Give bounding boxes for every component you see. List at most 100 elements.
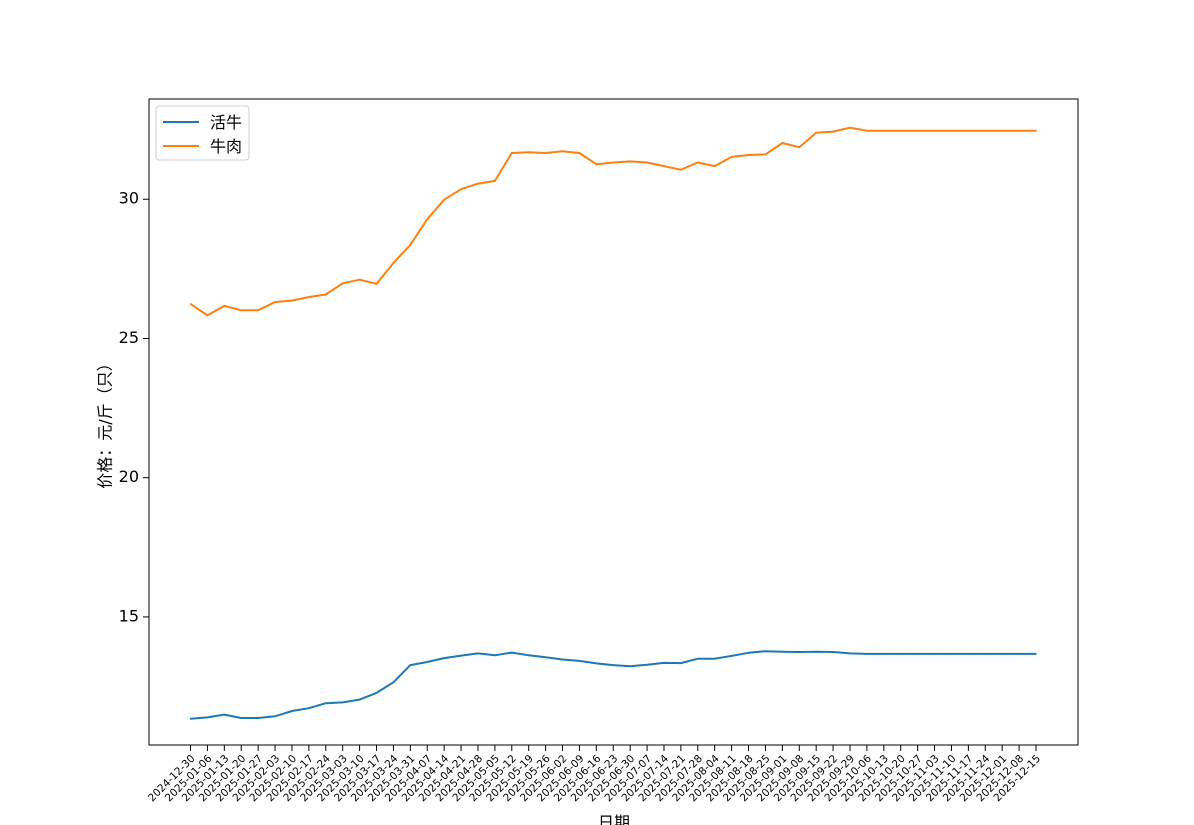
data-point-0-37 (815, 650, 817, 653)
x-axis-label: 日期 (598, 813, 630, 825)
data-point-0-42 (899, 653, 902, 655)
data-point-0-36 (798, 651, 801, 653)
data-point-1-34 (764, 153, 767, 156)
data-point-0-27 (646, 664, 648, 666)
y-tick-label: 30 (119, 189, 139, 208)
data-point-1-38 (832, 130, 834, 133)
data-point-0-38 (832, 651, 834, 653)
data-point-0-3 (240, 717, 242, 719)
legend: 活牛 牛肉 (155, 105, 250, 161)
data-point-1-33 (747, 154, 750, 156)
data-point-1-28 (663, 165, 665, 167)
data-point-1-5 (274, 301, 276, 303)
data-point-0-30 (697, 657, 699, 660)
y-tick-label: 20 (119, 467, 139, 486)
data-point-1-37 (815, 131, 817, 134)
data-point-1-25 (612, 161, 615, 164)
data-point-0-44 (933, 653, 936, 655)
data-point-0-5 (274, 715, 276, 718)
data-point-1-18 (494, 180, 496, 182)
data-point-1-1 (206, 314, 209, 317)
data-point-0-26 (629, 665, 631, 667)
data-point-0-15 (443, 657, 445, 659)
data-point-1-12 (392, 262, 395, 264)
data-point-1-35 (781, 142, 784, 144)
data-point-1-48 (1001, 129, 1003, 132)
data-point-0-41 (883, 653, 885, 655)
data-point-0-25 (612, 664, 615, 666)
data-point-0-0 (189, 718, 192, 720)
data-point-1-19 (511, 152, 513, 154)
data-point-1-44 (933, 129, 936, 132)
data-point-1-50 (1035, 129, 1037, 132)
plot-background (149, 99, 1078, 745)
data-point-0-24 (595, 662, 598, 665)
data-point-0-43 (916, 653, 919, 655)
data-point-0-18 (494, 654, 496, 657)
data-point-0-7 (308, 707, 310, 709)
data-point-1-11 (375, 283, 378, 285)
data-point-1-36 (798, 146, 801, 148)
data-point-1-23 (578, 152, 581, 154)
data-point-0-21 (544, 656, 547, 659)
data-point-0-1 (206, 716, 209, 719)
data-point-1-49 (1018, 129, 1020, 132)
data-point-0-9 (341, 701, 344, 704)
data-point-0-50 (1035, 653, 1037, 655)
data-point-1-20 (527, 151, 530, 153)
data-point-0-22 (561, 658, 564, 661)
data-point-0-33 (747, 652, 750, 654)
data-point-1-42 (899, 129, 902, 132)
y-axis-ticks: 15 20 25 30 (119, 189, 149, 625)
plot-frame (148, 98, 1079, 746)
data-point-1-39 (849, 126, 851, 129)
data-point-1-30 (697, 161, 699, 164)
data-point-0-28 (663, 662, 665, 664)
y-tick-label: 15 (119, 606, 139, 625)
data-point-1-27 (646, 161, 648, 164)
data-point-0-32 (730, 655, 733, 657)
data-point-1-4 (257, 309, 259, 312)
data-point-1-2 (223, 305, 226, 307)
data-point-1-46 (967, 129, 970, 132)
data-point-1-15 (443, 199, 445, 201)
data-point-0-16 (460, 654, 462, 657)
data-point-1-45 (950, 129, 953, 132)
data-point-1-8 (325, 293, 327, 296)
data-point-1-3 (240, 309, 242, 312)
data-point-1-6 (291, 299, 293, 302)
data-point-0-10 (358, 698, 361, 701)
data-point-1-0 (189, 303, 192, 305)
data-point-0-40 (866, 653, 868, 655)
data-point-0-46 (967, 653, 970, 655)
data-point-0-49 (1018, 653, 1020, 655)
x-axis-ticks: 2024-12-302025-01-062025-01-132025-01-20… (146, 745, 1043, 804)
legend-label-beef: 牛肉 (210, 137, 242, 156)
data-point-0-19 (511, 651, 513, 654)
data-point-0-8 (325, 702, 327, 704)
data-point-0-23 (578, 660, 581, 662)
data-point-0-11 (375, 692, 378, 694)
data-point-1-41 (883, 129, 885, 132)
data-point-0-13 (409, 664, 412, 666)
data-point-1-14 (426, 218, 429, 221)
data-point-0-4 (257, 717, 259, 719)
series-layer (189, 126, 1037, 720)
data-point-1-10 (358, 278, 361, 281)
data-point-1-43 (916, 129, 919, 132)
y-axis-label: 价格：元/斤（只） (96, 355, 115, 488)
data-point-1-7 (308, 296, 310, 298)
data-point-0-20 (527, 654, 530, 657)
data-point-1-22 (561, 150, 564, 153)
data-point-1-9 (341, 282, 344, 285)
data-point-0-2 (223, 713, 226, 716)
data-point-0-6 (291, 710, 293, 712)
data-point-1-40 (866, 129, 868, 132)
data-point-1-31 (713, 165, 716, 167)
data-point-1-17 (477, 182, 479, 185)
data-point-1-29 (680, 168, 682, 171)
data-point-0-48 (1001, 653, 1003, 655)
data-point-1-16 (460, 188, 462, 190)
legend-label-live-cattle: 活牛 (210, 113, 242, 132)
